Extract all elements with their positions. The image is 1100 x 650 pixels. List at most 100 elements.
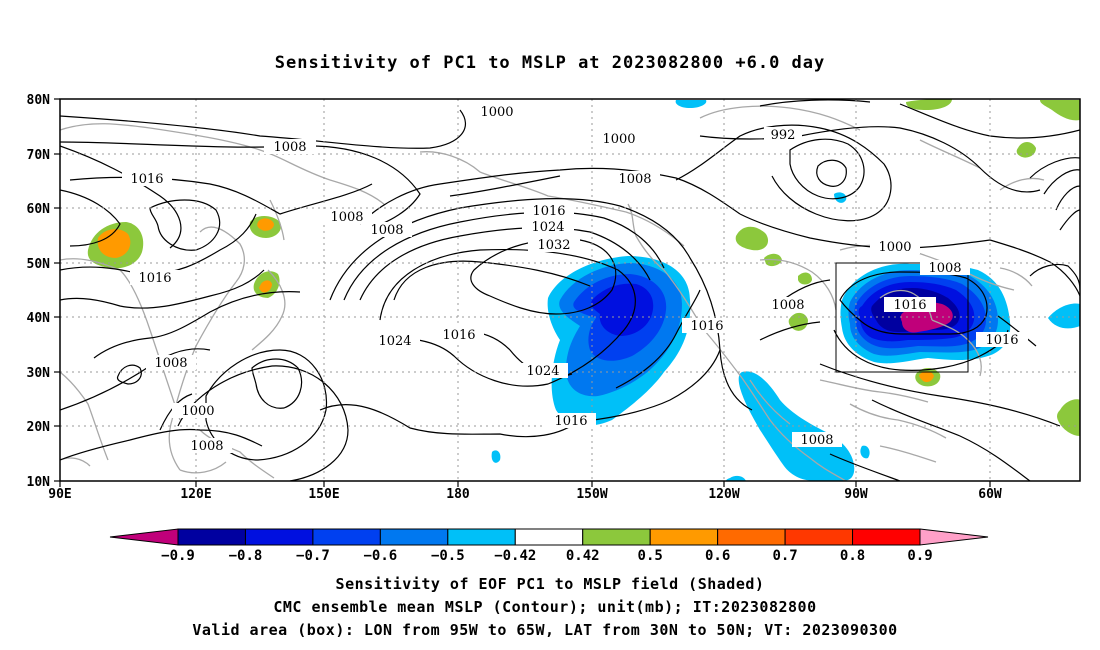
x-tick-label: 180 — [446, 487, 470, 502]
svg-text:1008: 1008 — [800, 433, 833, 448]
svg-text:1016: 1016 — [690, 319, 723, 334]
x-axis-tick-labels: 90E 120E 150E 180 150W 120W 90W 60W — [48, 487, 1002, 502]
svg-text:1032: 1032 — [537, 238, 570, 253]
colorbar-upper-extension — [919, 528, 989, 546]
colorbar-segment — [447, 528, 516, 546]
contour-label: 1016 — [122, 171, 172, 187]
svg-text:1000: 1000 — [480, 105, 513, 120]
svg-text:1024: 1024 — [531, 220, 564, 235]
map-frame — [59, 98, 1081, 482]
x-tick-label: 120E — [180, 487, 211, 502]
y-tick-label: 70N — [27, 148, 51, 163]
contour-label: 1016 — [884, 297, 936, 313]
svg-text:1000: 1000 — [878, 240, 911, 255]
colorbar-segment — [379, 528, 449, 546]
y-tick-label: 10N — [27, 475, 51, 490]
contour-label: 1016 — [524, 203, 574, 219]
x-tick-label: 60W — [978, 487, 1002, 502]
colorbar-tick-label: 0.6 — [705, 548, 730, 564]
svg-text:1016: 1016 — [532, 204, 565, 219]
svg-text:1016: 1016 — [442, 328, 475, 343]
colorbar-segment — [177, 528, 246, 546]
svg-text:1016: 1016 — [138, 271, 171, 286]
svg-text:1000: 1000 — [602, 132, 635, 147]
colorbar-tick-label: −0.7 — [296, 548, 330, 564]
colorbar: −0.9 −0.8 −0.7 −0.6 −0.5 −0.42 0.42 0.5 0.6 0.7 0.… — [109, 528, 989, 564]
contour-label: 1016 — [546, 413, 596, 429]
colorbar-tick-label: −0.9 — [161, 548, 195, 564]
valid-area-box — [835, 262, 969, 373]
x-tick-label: 150W — [576, 487, 607, 502]
svg-text:1008: 1008 — [330, 210, 363, 225]
colorbar-segment — [649, 528, 719, 546]
contour-label: 1008 — [610, 171, 660, 187]
svg-text:992: 992 — [771, 128, 796, 143]
captions: Sensitivity of EOF PC1 to MSLP field (Sh… — [192, 575, 897, 639]
caption-line-1: Sensitivity of EOF PC1 to MSLP field (Sh… — [336, 575, 765, 593]
colorbar-segment — [312, 528, 381, 546]
x-tick-label: 90E — [48, 487, 71, 502]
svg-text:1016: 1016 — [130, 172, 163, 187]
svg-text:1024: 1024 — [378, 334, 411, 349]
colorbar-segment — [582, 528, 651, 546]
y-tick-label: 50N — [27, 257, 51, 272]
colorbar-lower-extension — [109, 528, 179, 546]
x-tick-label: 90W — [844, 487, 868, 502]
colorbar-tick-label: 0.9 — [907, 548, 932, 564]
contour-label: 1008 — [146, 355, 196, 371]
contour-label: 1000 — [870, 239, 920, 255]
svg-text:1008: 1008 — [190, 439, 223, 454]
contour-label: 1008 — [264, 139, 316, 155]
caption-line-2: CMC ensemble mean MSLP (Contour); unit(m… — [273, 598, 816, 616]
colorbar-tick-label: 0.42 — [566, 548, 600, 564]
contour-label: 1008 — [762, 297, 814, 313]
contour-label: 1024 — [518, 363, 568, 379]
colorbar-tick-label: −0.6 — [364, 548, 398, 564]
y-tick-label: 20N — [27, 420, 51, 435]
colorbar-tick-label: −0.5 — [431, 548, 465, 564]
colorbar-tick-label: −0.42 — [494, 548, 536, 564]
colorbar-tick-label: 0.7 — [772, 548, 797, 564]
y-tick-label: 40N — [27, 311, 51, 326]
contour-label: 1016 — [130, 270, 180, 286]
colorbar-tick-label: 0.8 — [840, 548, 865, 564]
colorbar-segment — [717, 528, 786, 546]
contour-label: 1008 — [792, 432, 842, 448]
y-axis-tick-labels: 80N 70N 60N 50N 40N 30N 20N 10N — [27, 93, 51, 490]
svg-text:1016: 1016 — [554, 414, 587, 429]
colorbar-segment — [514, 528, 584, 546]
x-tick-label: 150E — [308, 487, 339, 502]
contour-labels: 1000 1000 992 1008 1016 1008 1008 1016 1… — [122, 104, 1028, 454]
y-tick-label: 60N — [27, 202, 51, 217]
svg-text:1016: 1016 — [985, 333, 1018, 348]
contour-label: 1008 — [322, 209, 372, 225]
contour-label: 1016 — [434, 327, 484, 343]
colorbar-segment — [852, 528, 921, 546]
colorbar-tick-label: 0.5 — [638, 548, 663, 564]
svg-text:1008: 1008 — [618, 172, 651, 187]
svg-text:1008: 1008 — [273, 140, 306, 155]
x-tick-label: 120W — [708, 487, 739, 502]
mslp-contours — [60, 99, 1080, 481]
contour-label: 992 — [764, 127, 802, 143]
colorbar-tick-label: −0.8 — [229, 548, 263, 564]
contour-label: 1008 — [920, 260, 970, 276]
contour-label: 1016 — [682, 318, 732, 334]
svg-text:1016: 1016 — [893, 298, 926, 313]
contour-label: 1016 — [976, 332, 1028, 348]
figure-title: Sensitivity of PC1 to MSLP at 2023082800… — [275, 53, 826, 73]
negative-sensitivity-pacific — [491, 100, 707, 463]
colorbar-segment — [244, 528, 314, 546]
svg-text:1008: 1008 — [370, 223, 403, 238]
y-tick-label: 30N — [27, 366, 51, 381]
svg-text:1008: 1008 — [771, 298, 804, 313]
caption-line-3: Valid area (box): LON from 95W to 65W, L… — [192, 621, 897, 639]
svg-text:1000: 1000 — [181, 404, 214, 419]
contour-label: 1000 — [474, 104, 520, 120]
svg-text:1024: 1024 — [526, 364, 559, 379]
contour-label: 1008 — [320, 209, 370, 225]
coastlines — [60, 105, 1045, 481]
contour-label: 1024 — [522, 219, 574, 235]
contour-label: 1024 — [370, 333, 420, 349]
